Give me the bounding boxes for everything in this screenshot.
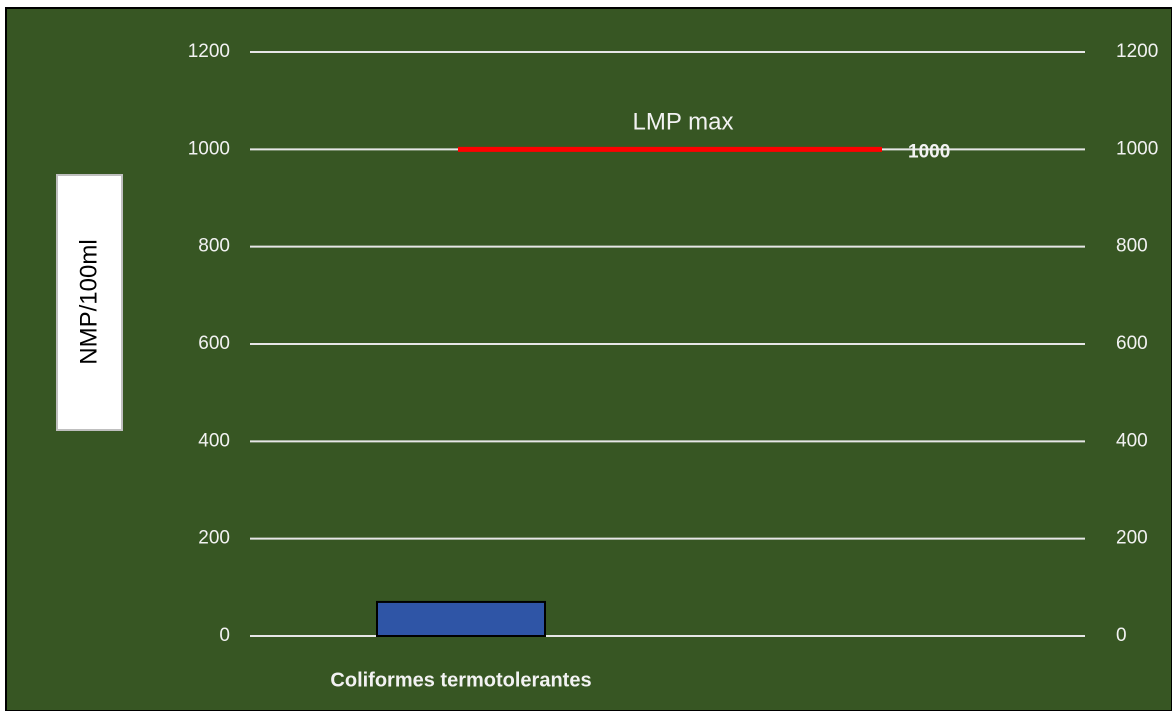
y-tick-label: 1000 [188, 138, 230, 159]
y2-tick-label: 800 [1116, 236, 1148, 257]
bar [376, 600, 546, 638]
y2-tick-label: 1000 [1116, 138, 1158, 159]
y-axis-label: NMP/100ml [75, 239, 102, 364]
y-tick-label: 600 [198, 333, 230, 354]
y-label-box [56, 174, 123, 431]
y2-tick-label: 1200 [1116, 41, 1158, 62]
y-tick-label: 200 [198, 528, 230, 549]
y2-tick-label: 200 [1116, 528, 1148, 549]
y2-tick-label: 0 [1116, 625, 1127, 646]
y2-tick-label: 600 [1116, 333, 1148, 354]
reference-value-label: 1000 [908, 141, 950, 162]
y-tick-label: 800 [198, 236, 230, 257]
y-tick-label: 0 [219, 625, 230, 646]
y2-tick-label: 400 [1116, 430, 1148, 451]
y-tick-label: 1200 [188, 41, 230, 62]
reference-label: LMP max [633, 109, 734, 136]
chart-background [5, 7, 1172, 711]
y-tick-label: 400 [198, 430, 230, 451]
x-tick-label: Coliformes termotolerantes [330, 669, 591, 691]
